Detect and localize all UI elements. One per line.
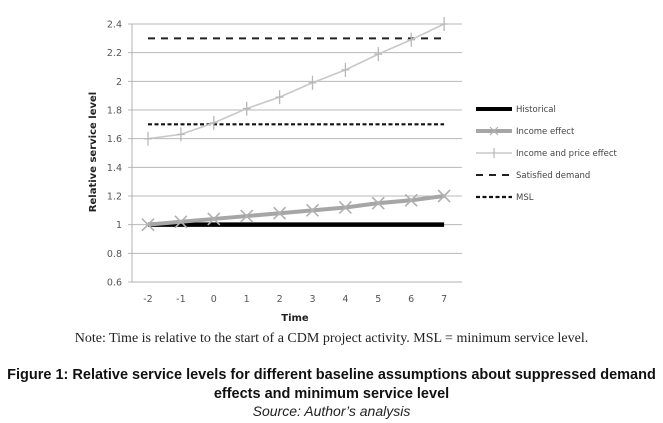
x-tick-label: 0 — [211, 294, 217, 305]
data-point-plus-marker — [275, 90, 284, 105]
data-point-x-marker — [437, 189, 451, 203]
y-tick-labels: 0.6 0.8 1 1.2 1.4 1.6 1.8 2 2.2 2.4 — [107, 20, 122, 289]
x-axis-title: Time — [281, 313, 309, 324]
y-axis-title: Relative service level — [88, 92, 99, 212]
legend-item: Satisfied demand — [476, 171, 590, 181]
caption-line-2: effects and minimum service level — [213, 386, 450, 402]
series-income-effect — [141, 189, 451, 232]
data-point-plus-marker — [341, 62, 350, 77]
x-tick-labels: -2 -1 0 1 2 3 4 5 6 7 — [143, 294, 447, 305]
x-tick-label: 3 — [309, 294, 315, 305]
series-income-and-price-effect — [144, 17, 449, 146]
data-point-x-marker — [404, 193, 418, 207]
y-tick-label: 1.4 — [107, 163, 122, 174]
y-tick-label: 2.2 — [107, 48, 122, 59]
data-point-x-marker — [371, 196, 385, 210]
legend-x-marker — [489, 126, 499, 136]
legend-item: Income and price effect — [476, 148, 618, 159]
x-tick-label: 7 — [441, 294, 447, 305]
y-tick-label: 2 — [116, 77, 122, 88]
legend-item: Income effect — [476, 126, 575, 137]
y-tick-label: 1 — [116, 220, 122, 231]
x-tick-label: 6 — [408, 294, 414, 305]
y-tick-label: 1.8 — [107, 106, 122, 117]
x-tick-label: 4 — [342, 294, 348, 305]
series-line — [147, 194, 445, 227]
data-point-x-marker — [207, 212, 221, 226]
y-tick-label: 2.4 — [107, 20, 122, 31]
y-tick-label: 0.8 — [107, 249, 122, 260]
data-point-plus-marker — [144, 131, 152, 146]
x-tick-label: 2 — [277, 294, 283, 305]
legend-label: Income and price effect — [516, 149, 618, 159]
legend: Historical Income effect Income and price … — [476, 105, 618, 203]
x-tick-label: 1 — [244, 294, 250, 305]
legend-item: MSL — [476, 193, 534, 203]
figure-caption: Figure 1: Relative service levels for di… — [0, 366, 663, 404]
line-chart: 0.60.811.21.41.61.822.22.4 -2 -1 0 1 2 3 4 5 6 7 … — [88, 17, 618, 324]
legend-label: Satisfied demand — [516, 171, 590, 181]
data-point-x-marker — [174, 215, 188, 229]
data-point-plus-marker — [374, 47, 383, 62]
legend-item: Historical — [476, 105, 556, 115]
x-tick-label: -1 — [176, 294, 185, 305]
x-tick-label: 5 — [375, 294, 381, 305]
data-point-x-marker — [338, 200, 352, 215]
data-point-x-marker — [305, 203, 320, 217]
caption-line-1: Figure 1: Relative service levels for di… — [7, 367, 656, 383]
data-point-plus-marker — [176, 127, 185, 142]
legend-label: Income effect — [516, 127, 575, 137]
data-point-x-marker — [141, 218, 155, 232]
data-point-x-marker — [240, 209, 254, 223]
data-point-x-marker — [273, 206, 287, 220]
y-tick-label: 1.2 — [107, 192, 122, 203]
gridlines — [128, 23, 462, 283]
data-point-plus-marker — [407, 32, 416, 47]
data-point-plus-marker — [209, 115, 218, 130]
series-line — [147, 23, 445, 140]
data-point-plus-marker — [440, 17, 449, 31]
data-point-plus-marker — [308, 75, 317, 90]
legend-label: MSL — [516, 193, 534, 203]
legend-label: Historical — [516, 105, 556, 115]
x-tick-label: -2 — [143, 294, 152, 305]
data-point-plus-marker — [242, 101, 251, 116]
series-group — [141, 17, 451, 232]
figure-note: Note: Time is relative to the start of a… — [74, 331, 589, 346]
y-tick-label: 0.6 — [107, 278, 122, 289]
y-tick-label: 1.6 — [107, 134, 122, 145]
figure-source: Source: Author’s analysis — [252, 403, 411, 419]
